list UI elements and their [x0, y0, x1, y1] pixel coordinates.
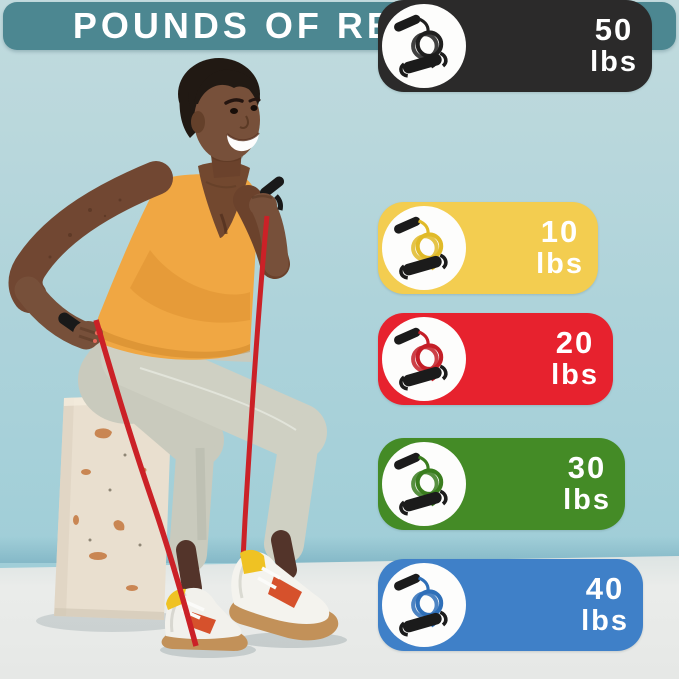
badge-label: 40 lbs: [581, 571, 629, 638]
badge-icon-circle: [382, 442, 466, 526]
badge-icon-circle: [382, 206, 466, 290]
head: [178, 58, 261, 161]
badge-value: 50: [594, 12, 634, 48]
badge-label: 20 lbs: [551, 325, 599, 392]
resistance-band-icon: [394, 14, 448, 78]
badge-icon-circle: [382, 563, 466, 647]
resistance-band-icon: [394, 216, 448, 280]
sneaker-right: [229, 549, 339, 641]
ankle-right: [271, 530, 297, 580]
badge-value: 30: [567, 450, 607, 486]
badge-icon-circle: [382, 317, 466, 401]
badge-value: 40: [585, 571, 625, 607]
resistance-badge-30lbs: 30 lbs: [378, 438, 625, 530]
badge-icon-circle: [382, 4, 466, 88]
badge-label: 10 lbs: [536, 214, 584, 281]
resistance-badge-20lbs: 20 lbs: [378, 313, 613, 405]
chest: [198, 161, 250, 238]
badge-unit: lbs: [536, 248, 584, 281]
badge-label: 50 lbs: [590, 12, 638, 79]
resistance-band-icon: [394, 452, 448, 516]
resistance-badge-50lbs: 50 lbs: [378, 0, 652, 92]
raised-fist: [249, 193, 277, 217]
badge-label: 30 lbs: [563, 450, 611, 517]
resistance-band: [93, 319, 199, 647]
badge-unit: lbs: [551, 359, 599, 392]
resistance-band-icon: [394, 573, 448, 637]
resistance-badge-10lbs: 10 lbs: [378, 202, 598, 294]
resistance-band-icon: [394, 327, 448, 391]
handle-strap: [274, 194, 283, 211]
band-handle: [259, 176, 285, 198]
badge-unit: lbs: [581, 605, 629, 638]
badge-unit: lbs: [563, 484, 611, 517]
woman-figure: [8, 58, 327, 598]
box-specks: [88, 453, 142, 547]
ankles: [176, 540, 202, 598]
badge-value: 10: [540, 214, 580, 250]
badge-unit: lbs: [590, 46, 638, 79]
resistance-badge-40lbs: 40 lbs: [378, 559, 643, 651]
badge-value: 20: [555, 325, 595, 361]
